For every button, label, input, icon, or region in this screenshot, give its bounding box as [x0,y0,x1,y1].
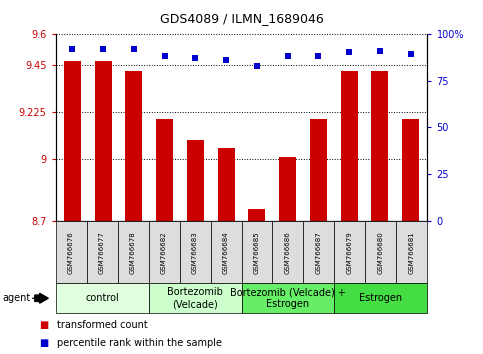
Point [345,50,353,55]
Text: GSM766684: GSM766684 [223,231,229,274]
Point [130,46,138,51]
Bar [341,71,357,221]
Bar [64,61,81,221]
Point [222,57,230,63]
Point [192,55,199,61]
Text: control: control [85,293,119,303]
Bar [156,119,173,221]
Text: GSM766679: GSM766679 [347,231,353,274]
Point [407,51,414,57]
Point [161,53,169,59]
Text: GSM766680: GSM766680 [378,231,384,274]
Point [376,48,384,53]
Text: GSM766686: GSM766686 [285,231,291,274]
Point [314,53,322,59]
Bar [218,148,235,221]
Text: GDS4089 / ILMN_1689046: GDS4089 / ILMN_1689046 [159,12,324,25]
Text: GSM766687: GSM766687 [316,231,322,274]
Bar [248,209,265,221]
Text: Estrogen: Estrogen [359,293,402,303]
Bar [187,140,204,221]
Bar [95,61,112,221]
Text: percentile rank within the sample: percentile rank within the sample [57,338,222,348]
Text: GSM766681: GSM766681 [409,231,415,274]
Text: GSM766676: GSM766676 [68,231,74,274]
Text: GSM766678: GSM766678 [130,231,136,274]
Text: ■: ■ [39,338,48,348]
Text: ■: ■ [39,320,48,330]
Point [284,53,291,59]
Bar [371,71,388,221]
Point [253,63,261,68]
Text: GSM766685: GSM766685 [254,231,260,274]
Point [69,46,76,51]
Point [99,46,107,51]
Text: GSM766682: GSM766682 [161,231,167,274]
Bar [310,119,327,221]
Text: agent: agent [2,293,30,303]
Text: GSM766677: GSM766677 [99,231,105,274]
Text: Bortezomib
(Velcade): Bortezomib (Velcade) [167,287,223,309]
Text: Bortezomib (Velcade) +
Estrogen: Bortezomib (Velcade) + Estrogen [230,287,346,309]
Bar [126,71,142,221]
Text: transformed count: transformed count [57,320,148,330]
Text: GSM766683: GSM766683 [192,231,198,274]
Bar [279,156,296,221]
Bar [402,119,419,221]
